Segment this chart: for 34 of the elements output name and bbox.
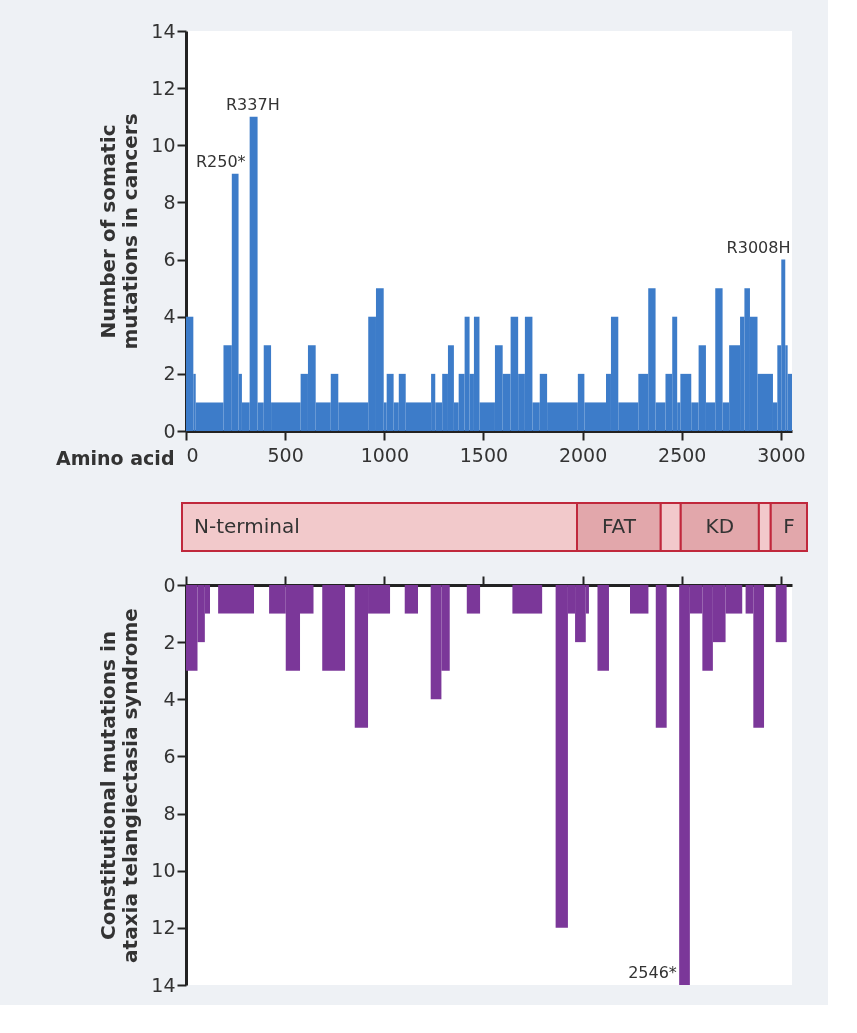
x-axis-title: Amino acid (56, 446, 175, 469)
annotation: 2546* (628, 963, 677, 982)
y-axis-title: Constitutional mutations in ataxia telangiectasia syndrome (96, 608, 143, 963)
y-tick-label: 8 (163, 190, 176, 213)
y-tick-label: 14 (151, 973, 176, 996)
annotation: R337H (225, 94, 280, 114)
y-tick-label: 10 (151, 133, 176, 156)
y-tick-label: 2 (163, 362, 176, 385)
series-label: FAT (601, 514, 637, 538)
y-tick-label: 2 (163, 630, 176, 653)
y-tick-label: 12 (151, 76, 176, 99)
series-label: KD (705, 514, 735, 538)
annotation: R250* (195, 151, 246, 171)
y-tick-label: 6 (163, 744, 176, 767)
y-tick-label: 12 (151, 916, 176, 939)
x-tick-label: 0 (186, 443, 199, 466)
x-tick-label: 500 (267, 443, 304, 466)
annotation: R3008H (726, 237, 791, 257)
series-label: N-terminal (194, 514, 300, 538)
x-tick-label: 1500 (459, 443, 509, 466)
y-tick-label: 6 (163, 248, 176, 271)
x-tick-label: 2500 (658, 443, 707, 466)
y-tick-label: 8 (163, 802, 176, 825)
y-tick-label: 0 (163, 573, 176, 596)
x-tick-label: 2000 (558, 443, 608, 466)
y-tick-label: 4 (163, 687, 176, 710)
y-tick-label: 14 (151, 19, 176, 42)
x-tick-label: 3000 (757, 443, 806, 466)
y-tick-label: 4 (163, 305, 176, 328)
y-tick-label: 10 (151, 859, 176, 882)
series-label: F (783, 514, 795, 538)
x-tick-label: 1000 (360, 443, 409, 466)
y-axis-title: Number of somatic mutations in cancers (96, 113, 143, 350)
y-tick-label: 0 (163, 419, 176, 442)
